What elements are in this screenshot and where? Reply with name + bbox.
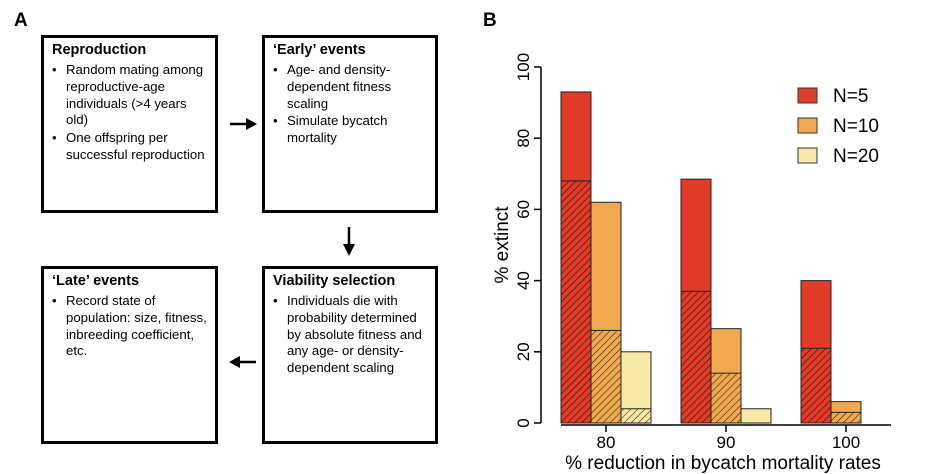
reproduction-item: Random mating among reproductive-age ind… [52,62,207,129]
early-events-box: ‘Early’ events Age- and density-dependen… [262,35,438,213]
viability-selection-title: Viability selection [273,273,396,289]
bar-n20-90 [740,408,772,424]
reproduction-item: One offspring per successful reproductio… [52,130,207,164]
legend-swatch [797,87,818,104]
arrow-right-icon [230,118,257,130]
y-axis-label: % extinct [492,206,513,284]
bar-hatched-n10-100 [830,411,862,424]
bar-hatched-n5-90 [680,290,712,424]
y-tick-label: 80 [514,129,533,148]
panel-b-label: B [483,10,497,31]
bar-hatched-n5-80 [560,180,592,424]
arrow-down-icon [343,227,355,256]
viability-selection-box: Viability selection Individuals die with… [262,266,438,444]
legend-label: N=5 [833,86,868,107]
early-events-item: Age- and density-dependent fitness scali… [273,62,427,112]
x-tick-label: 90 [717,433,736,452]
legend-swatch [797,117,818,134]
late-events-title: ‘Late’ events [52,273,140,289]
reproduction-title: Reproduction [52,42,147,58]
early-events-title: ‘Early’ events [273,42,366,58]
legend-label: N=10 [833,116,879,137]
early-events-item: Simulate bycatch mortality [273,113,427,147]
y-tick-label: 100 [514,53,533,81]
bar-hatched-n10-90 [710,372,742,424]
bar-hatched-n20-80 [620,408,652,424]
bar-hatched-n10-80 [590,329,622,424]
y-tick-label: 60 [514,200,533,219]
x-tick-label: 100 [832,433,860,452]
panel-a-label: A [14,10,28,31]
viability-selection-item: Individuals die with probability determi… [273,293,427,377]
y-tick-label: 20 [514,342,533,361]
x-tick-label: 80 [597,433,616,452]
y-tick-label: 0 [514,418,533,427]
x-axis-label: % reduction in bycatch mortality rates [565,453,881,474]
arrow-left-icon [229,356,256,368]
reproduction-box: Reproduction Random mating among reprodu… [41,35,218,213]
legend-swatch [797,147,818,164]
late-events-item: Record state of population: size, fitnes… [52,293,207,360]
y-tick-label: 40 [514,271,533,290]
late-events-box: ‘Late’ events Record state of population… [41,266,218,444]
legend-label: N=20 [833,146,879,167]
bar-hatched-n5-100 [800,347,832,424]
